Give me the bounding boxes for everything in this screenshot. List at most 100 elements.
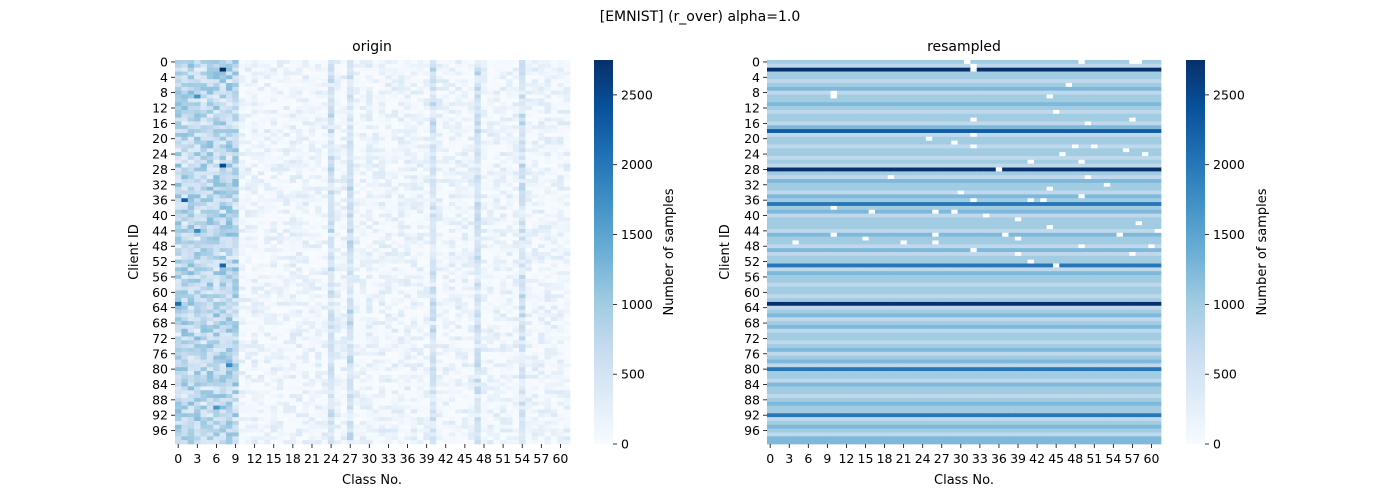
origin-cell <box>468 225 475 230</box>
origin-cell <box>442 301 450 307</box>
origin-cell <box>372 179 380 184</box>
origin-cell <box>232 163 240 168</box>
origin-cell <box>334 359 341 364</box>
origin-cell <box>506 171 514 176</box>
origin-cell <box>429 267 437 272</box>
origin-cell <box>531 175 539 180</box>
origin-cell <box>538 156 545 161</box>
origin-cell <box>397 205 405 211</box>
origin-cell <box>448 102 456 107</box>
origin-cell <box>359 179 367 184</box>
origin-cell <box>557 213 564 218</box>
origin-cell <box>410 202 418 207</box>
origin-cell <box>455 190 463 195</box>
origin-cell <box>436 136 443 141</box>
origin-cell <box>264 102 271 107</box>
origin-cell <box>187 290 195 295</box>
origin-cell <box>219 221 227 226</box>
origin-cell <box>544 205 552 211</box>
origin-cell <box>321 86 329 92</box>
origin-cell <box>219 163 227 168</box>
origin-cell <box>372 129 380 134</box>
origin-cell <box>206 301 214 307</box>
origin-cell <box>225 363 233 368</box>
origin-cell <box>499 113 507 118</box>
origin-cell <box>378 179 386 184</box>
origin-cell <box>257 348 265 353</box>
origin-cell <box>544 209 552 214</box>
origin-cell <box>232 125 240 130</box>
origin-cell <box>194 259 201 264</box>
origin-cell <box>499 221 507 226</box>
origin-cell <box>225 267 233 272</box>
origin-cell <box>423 75 431 80</box>
origin-cell <box>225 317 233 322</box>
origin-cell <box>366 186 373 191</box>
origin-cell <box>531 228 539 234</box>
origin-cell <box>519 205 526 211</box>
origin-cell <box>359 194 367 199</box>
origin-cell <box>289 328 297 333</box>
origin-cell <box>468 317 475 322</box>
origin-cell <box>468 159 475 165</box>
origin-cell <box>213 121 220 126</box>
origin-cell <box>455 324 463 330</box>
origin-cell <box>519 121 526 126</box>
origin-cell <box>525 321 533 326</box>
origin-cell <box>557 167 564 172</box>
origin-cell <box>385 248 392 253</box>
origin-cell <box>257 294 265 299</box>
origin-cell <box>487 286 494 291</box>
origin-cell <box>391 271 399 276</box>
origin-cell <box>493 198 501 203</box>
origin-cell <box>378 336 386 341</box>
origin-cell <box>372 83 380 88</box>
origin-cell <box>493 136 501 141</box>
origin-cell <box>391 202 399 207</box>
origin-cell <box>410 244 418 249</box>
origin-cell <box>512 240 520 245</box>
origin-cell <box>563 90 571 95</box>
origin-cell <box>404 67 412 72</box>
origin-cell <box>347 263 354 268</box>
origin-cell <box>557 63 564 69</box>
origin-cell <box>187 321 195 326</box>
origin-cell <box>194 144 201 149</box>
origin-cell <box>206 79 214 84</box>
origin-cell <box>187 190 195 195</box>
origin-cell <box>213 109 220 115</box>
origin-cell <box>461 182 469 188</box>
origin-cell <box>302 98 310 103</box>
origin-cell <box>296 144 303 149</box>
origin-cell <box>385 286 392 291</box>
origin-cell <box>321 221 329 226</box>
origin-cell <box>461 202 469 207</box>
origin-cell <box>442 286 450 291</box>
origin-cell <box>423 205 431 211</box>
origin-cell <box>219 309 227 314</box>
origin-cell <box>206 171 214 176</box>
origin-cell <box>480 83 488 88</box>
origin-cell <box>245 129 252 134</box>
origin-cell <box>276 267 284 272</box>
origin-cell <box>397 198 405 203</box>
origin-cell <box>219 348 227 353</box>
origin-cell <box>378 75 386 80</box>
origin-cell <box>410 102 418 107</box>
origin-cell <box>289 198 297 203</box>
origin-cell <box>308 75 316 80</box>
origin-cell <box>340 328 348 333</box>
origin-cell <box>487 267 494 272</box>
origin-cell <box>308 60 316 65</box>
origin-cell <box>175 275 182 280</box>
origin-cell <box>251 259 259 264</box>
origin-cell <box>296 117 303 122</box>
origin-cell <box>448 255 456 261</box>
origin-cell <box>378 113 386 118</box>
origin-cell <box>397 156 405 161</box>
origin-cell <box>506 305 514 310</box>
origin-cell <box>448 248 456 253</box>
origin-cell <box>480 225 488 230</box>
origin-cell <box>308 148 316 153</box>
origin-cell <box>417 221 424 226</box>
